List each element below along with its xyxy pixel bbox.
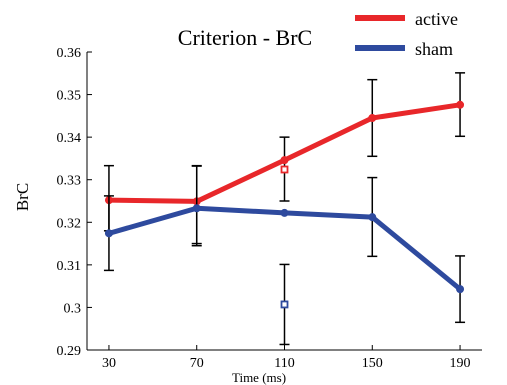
x-axis-label: Time (ms) [232,370,286,385]
data-point-sham [104,229,113,238]
y-tick-label: 0.33 [57,174,82,189]
data-point-active [456,100,465,109]
y-axis-label: BrC [13,183,32,211]
legend-label-active: active [415,9,458,29]
data-point-active [368,113,377,122]
data-point-sham [368,213,377,222]
x-tick-label: 190 [450,356,471,371]
y-tick-label: 0.34 [57,131,82,146]
data-point-sham [192,204,201,213]
axes: 0.29 0.3 0.31 0.32 0.33 0.34 0.35 0.36 30 70 110 15… [57,46,482,371]
x-tick-label: 110 [274,356,294,371]
y-tick-label: 0.32 [57,216,82,231]
legend: active sham [355,9,458,59]
x-tick-label: 150 [362,356,383,371]
square-marker-sham [280,300,289,309]
x-tick-label: 30 [102,356,116,371]
square-marker-active [280,165,289,174]
series-layer [103,72,466,346]
y-tick-label: 0.31 [57,259,82,274]
y-tick-label: 0.35 [57,89,82,104]
y-tick-label: 0.3 [64,301,82,316]
y-tick-label: 0.29 [57,344,82,359]
y-tick-label: 0.36 [57,46,82,61]
data-point-sham [280,208,289,217]
x-tick-label: 70 [190,356,204,371]
legend-label-sham: sham [415,39,453,59]
chart-title: Criterion - BrC [178,25,312,50]
data-point-active [280,156,289,165]
data-point-sham [456,285,465,294]
